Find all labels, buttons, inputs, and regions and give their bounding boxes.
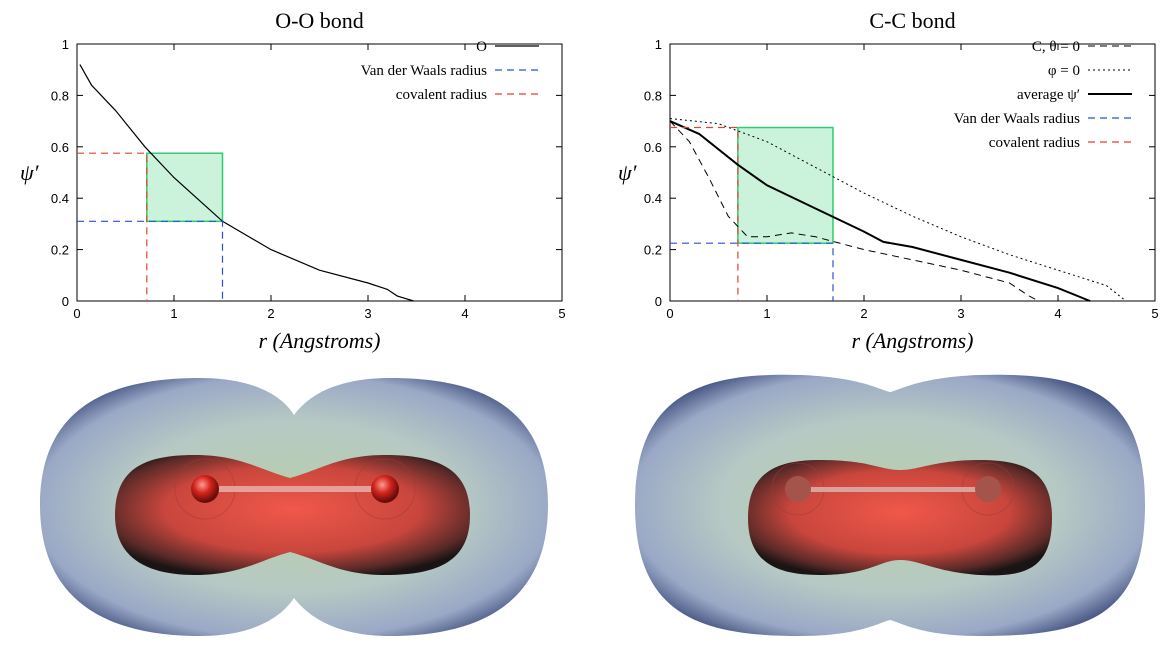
series-line <box>670 126 739 301</box>
plot-frame <box>669 43 1156 302</box>
series-line <box>79 64 414 302</box>
legend-label: C, θ = 0 <box>1032 39 1080 55</box>
series-line <box>669 120 1091 302</box>
legend-label: Van der Waals radius <box>361 63 488 79</box>
x-tick-label: 0 <box>73 306 80 321</box>
plot-frame <box>76 43 563 302</box>
bond <box>205 486 385 492</box>
highlight-box <box>737 126 834 244</box>
y-axis-label: ψ′ <box>618 160 638 185</box>
x-tick-label: 2 <box>267 306 274 321</box>
x-axis-label: r (Angstroms) <box>258 328 380 353</box>
chart-title: C-C bond <box>869 8 955 33</box>
atom <box>371 475 399 503</box>
y-tick-label: 1 <box>655 37 662 52</box>
x-tick-label: 4 <box>1054 306 1061 321</box>
atom <box>975 476 1001 502</box>
y-axis-label: ψ′ <box>20 160 40 185</box>
series-line <box>77 220 224 301</box>
legend-label: Van der Waals radius <box>954 111 1081 127</box>
y-tick-label: 0.2 <box>644 243 662 258</box>
x-tick-label: 5 <box>558 306 565 321</box>
y-tick-label: 0 <box>62 294 69 309</box>
x-tick-label: 2 <box>860 306 867 321</box>
chart-title: O-O bond <box>275 8 364 33</box>
legend-label: covalent radius <box>396 87 487 103</box>
series-line <box>77 152 148 301</box>
series-line <box>669 120 1039 302</box>
x-tick-label: 1 <box>763 306 770 321</box>
y-tick-label: 1 <box>62 37 69 52</box>
x-tick-label: 3 <box>957 306 964 321</box>
x-tick-label: 4 <box>461 306 468 321</box>
y-tick-label: 0.6 <box>644 140 662 155</box>
y-tick-label: 0 <box>655 294 662 309</box>
x-tick-label: 1 <box>170 306 177 321</box>
y-tick-label: 0.4 <box>644 191 662 206</box>
molecule-render-cc <box>635 374 1145 636</box>
y-tick-label: 0.8 <box>51 88 69 103</box>
y-tick-label: 0.2 <box>51 243 69 258</box>
x-tick-label: 3 <box>364 306 371 321</box>
y-tick-label: 0.6 <box>51 140 69 155</box>
legend-label: covalent radius <box>989 135 1080 151</box>
y-tick-label: 0.4 <box>51 191 69 206</box>
x-tick-label: 0 <box>666 306 673 321</box>
x-axis-label: r (Angstroms) <box>851 328 973 353</box>
atom <box>191 475 219 503</box>
legend-label: φ = 0 <box>1048 63 1080 79</box>
legend-label: average ψ′ <box>1017 87 1080 103</box>
x-tick-label: 5 <box>1151 306 1158 321</box>
molecule-render-oo <box>40 378 548 636</box>
series-line <box>669 118 1127 302</box>
atom <box>785 476 811 502</box>
bond <box>798 487 988 492</box>
y-tick-label: 0.8 <box>644 88 662 103</box>
series-line <box>670 242 834 301</box>
legend-label: O <box>476 39 487 55</box>
